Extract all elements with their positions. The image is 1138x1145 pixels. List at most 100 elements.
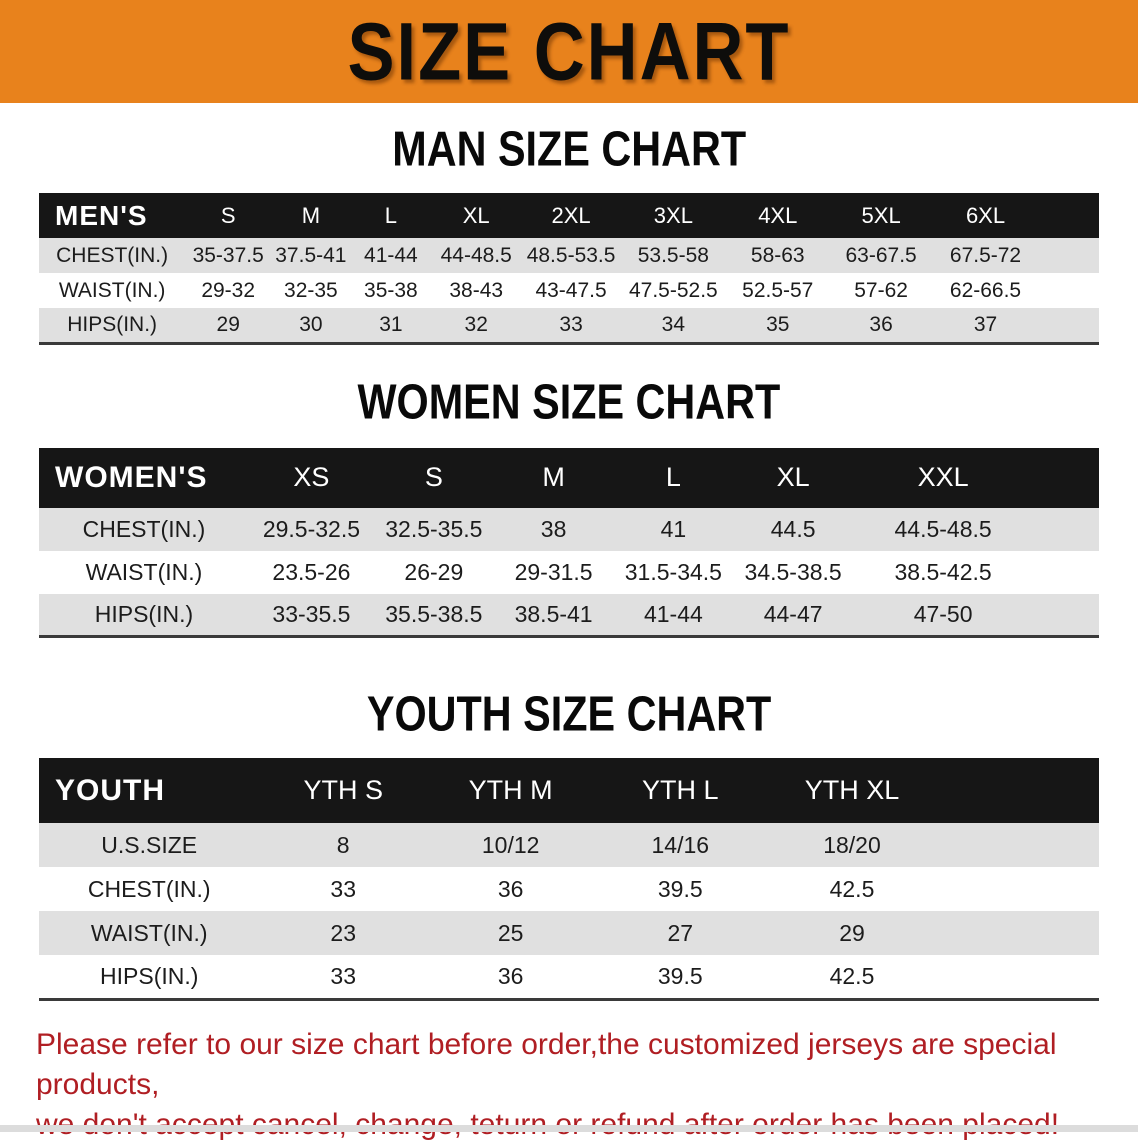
size-value-cell: 57-62: [854, 278, 908, 302]
row-label: HIPS(IN.): [67, 312, 158, 336]
size-value-cell: 52.5-57: [742, 278, 814, 302]
size-value-cell: 26-29: [404, 558, 464, 585]
women-size-table: WOMEN'S XS S M L XL XXL CHEST(IN.) 29.5-…: [39, 447, 1099, 638]
women-size-header-xl: XL: [776, 462, 810, 492]
size-value-cell: 48.5-53.5: [526, 243, 616, 267]
size-value-cell: 23.5-26: [272, 558, 351, 585]
men-size-header-4xl: 4XL: [758, 202, 798, 228]
size-value-cell: 67.5-72: [949, 243, 1022, 267]
size-value-cell: 29: [839, 919, 865, 946]
women-section-title: WOMEN SIZE CHART: [357, 374, 781, 430]
size-value-cell: 35.5-38.5: [385, 600, 483, 627]
size-value-cell: 31: [379, 312, 403, 336]
women-table-header-row: WOMEN'S XS S M L XL XXL: [39, 447, 1099, 508]
banner-title: SIZE CHART: [347, 5, 791, 98]
cell-spacer: [938, 911, 1099, 955]
size-value-cell: 44-48.5: [440, 243, 512, 267]
men-size-header-m: M: [301, 202, 321, 228]
size-value-cell: 38: [540, 515, 567, 542]
youth-size-header-s: YTH S: [303, 775, 383, 805]
size-value-cell: 41: [660, 515, 687, 542]
size-value-cell: 33: [559, 312, 583, 336]
men-size-header-2xl: 2XL: [551, 202, 591, 228]
women-chest-row: CHEST(IN.) 29.5-32.5 32.5-35.5 38 41 44.…: [39, 507, 1099, 551]
size-value-cell: 42.5: [829, 875, 875, 902]
cell-spacer: [938, 955, 1099, 999]
row-label: WAIST(IN.): [58, 278, 166, 302]
footer-note-line1: Please refer to our size chart before or…: [36, 1027, 1057, 1101]
size-value-cell: 29-32: [201, 278, 256, 302]
size-value-cell: 35-37.5: [192, 243, 264, 267]
women-size-header-s: S: [424, 462, 443, 492]
size-value-cell: 42.5: [829, 962, 875, 989]
size-value-cell: 37.5-41: [275, 243, 347, 267]
size-value-cell: 34: [661, 312, 686, 336]
men-section-title: MAN SIZE CHART: [392, 122, 746, 177]
cell-spacer: [1033, 551, 1099, 594]
men-size-header-l: L: [384, 202, 398, 228]
row-label: U.S.SIZE: [101, 831, 198, 858]
size-value-cell: 23: [330, 919, 356, 946]
size-value-cell: 8: [336, 831, 350, 858]
men-chest-row: CHEST(IN.) 35-37.5 37.5-41 41-44 44-48.5…: [39, 238, 1099, 273]
size-value-cell: 41-44: [364, 243, 418, 267]
size-chart-banner: SIZE CHART: [0, 0, 1138, 103]
men-size-header-5xl: 5XL: [861, 202, 901, 228]
youth-size-header-m: YTH M: [468, 775, 553, 805]
size-value-cell: 32: [464, 312, 488, 336]
youth-ussize-row: U.S.SIZE 8 10/12 14/16 18/20: [39, 823, 1099, 867]
size-value-cell: 41-44: [643, 600, 703, 627]
size-value-cell: 33-35.5: [272, 600, 351, 627]
size-value-cell: 31.5-34.5: [624, 558, 722, 585]
men-section: MAN SIZE CHART: [0, 122, 1138, 177]
women-waist-row: WAIST(IN.) 23.5-26 26-29 29-31.5 31.5-34…: [39, 550, 1099, 594]
size-value-cell: 44.5-48.5: [894, 515, 992, 542]
row-label: HIPS(IN.): [94, 600, 194, 627]
size-value-cell: 36: [869, 312, 893, 336]
size-value-cell: 38.5-42.5: [894, 558, 992, 585]
men-size-header-6xl: 6XL: [965, 202, 1006, 228]
youth-chest-row: CHEST(IN.) 33 36 39.5 42.5: [39, 867, 1099, 911]
men-size-header-xl: XL: [462, 202, 490, 228]
youth-group-label: YOUTH: [55, 773, 165, 807]
size-value-cell: 38-43: [449, 278, 504, 302]
size-value-cell: 58-63: [750, 243, 805, 267]
header-spacer: [1039, 193, 1099, 238]
cell-spacer: [1039, 273, 1099, 308]
youth-size-header-xl: YTH XL: [804, 775, 900, 805]
size-value-cell: 43-47.5: [535, 278, 607, 302]
size-value-cell: 18/20: [823, 831, 881, 858]
youth-waist-row: WAIST(IN.) 23 25 27 29: [39, 911, 1099, 955]
women-size-header-m: M: [542, 462, 565, 492]
header-spacer: [938, 758, 1099, 823]
cell-spacer: [938, 823, 1099, 867]
size-value-cell: 47-50: [913, 600, 973, 627]
size-value-cell: 36: [497, 875, 524, 902]
youth-section-title: YOUTH SIZE CHART: [366, 687, 772, 742]
size-value-cell: 62-66.5: [949, 278, 1022, 302]
size-value-cell: 37: [973, 312, 998, 336]
size-value-cell: 63-67.5: [845, 243, 917, 267]
size-value-cell: 33: [330, 962, 356, 989]
size-value-cell: 30: [299, 312, 323, 336]
size-value-cell: 27: [667, 919, 694, 946]
men-group-label: MEN'S: [55, 199, 148, 231]
size-value-cell: 34.5-38.5: [744, 558, 842, 585]
size-value-cell: 39.5: [657, 875, 703, 902]
women-hips-row: HIPS(IN.) 33-35.5 35.5-38.5 38.5-41 41-4…: [39, 593, 1099, 637]
cell-spacer: [1033, 594, 1099, 637]
size-value-cell: 35-38: [364, 278, 418, 302]
women-size-header-xxl: XXL: [917, 462, 969, 492]
cell-spacer: [938, 867, 1099, 911]
size-value-cell: 33: [330, 875, 356, 902]
bottom-edge-strip: [0, 1125, 1138, 1132]
size-value-cell: 10/12: [481, 831, 540, 858]
row-label: HIPS(IN.): [100, 962, 199, 989]
men-table-header-row: MEN'S S M L XL 2XL 3XL 4XL 5XL 6XL: [39, 193, 1099, 238]
size-value-cell: 38.5-41: [514, 600, 593, 627]
size-value-cell: 44-47: [763, 600, 823, 627]
size-value-cell: 29: [216, 312, 240, 336]
row-label: CHEST(IN.): [82, 515, 206, 542]
size-value-cell: 35: [766, 312, 790, 336]
row-label: CHEST(IN.): [56, 243, 169, 267]
